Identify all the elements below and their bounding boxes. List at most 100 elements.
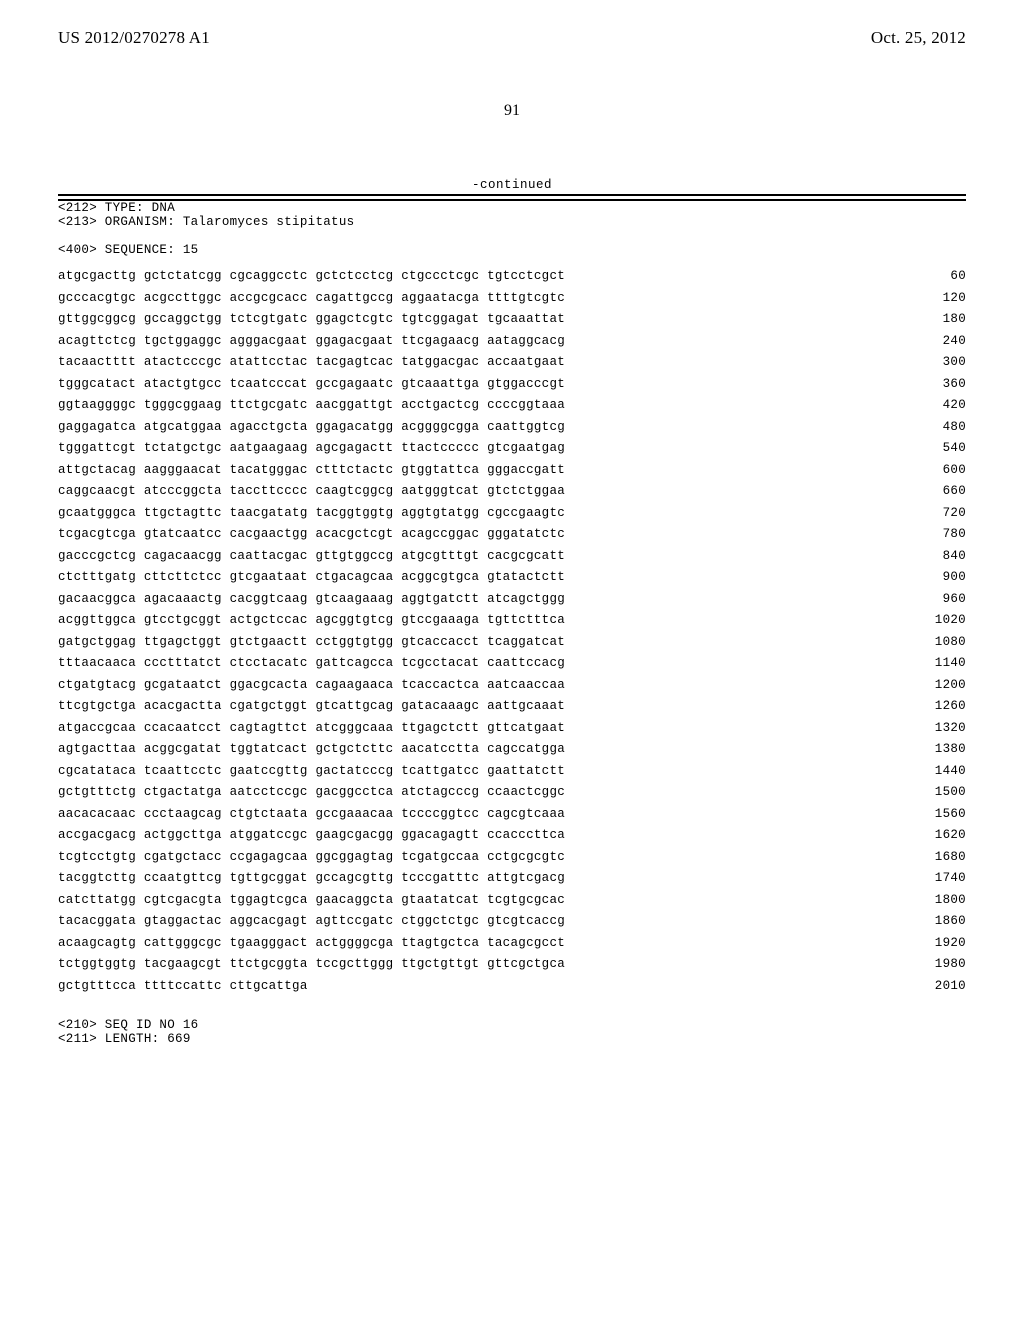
sequence-line: acaagcagtg cattgggcgc tgaagggact actgggg… — [58, 936, 966, 951]
sequence-position: 300 — [922, 355, 966, 370]
sequence-line: gacccgctcg cagacaacgg caattacgac gttgtgg… — [58, 549, 966, 564]
sequence-position: 1860 — [922, 914, 966, 929]
sequence-position: 1440 — [922, 764, 966, 779]
sequence-text: gctgtttctg ctgactatga aatcctccgc gacggcc… — [58, 785, 565, 800]
sequence-text: gacaacggca agacaaactg cacggtcaag gtcaaga… — [58, 592, 565, 607]
sequence-text: agtgacttaa acggcgatat tggtatcact gctgctc… — [58, 742, 565, 757]
sequence-text: ctgatgtacg gcgataatct ggacgcacta cagaaga… — [58, 678, 565, 693]
sequence-line: ttcgtgctga acacgactta cgatgctggt gtcattg… — [58, 699, 966, 714]
sequence-position: 360 — [922, 377, 966, 392]
sequence-text: tacggtcttg ccaatgttcg tgttgcggat gccagcg… — [58, 871, 565, 886]
sequence-line: atgcgacttg gctctatcgg cgcaggcctc gctctcc… — [58, 269, 966, 284]
sequence-text: accgacgacg actggcttga atggatccgc gaagcga… — [58, 828, 565, 843]
sequence-line: acggttggca gtcctgcggt actgctccac agcggtg… — [58, 613, 966, 628]
sequence-position: 1500 — [922, 785, 966, 800]
sequence-text: atgcgacttg gctctatcgg cgcaggcctc gctctcc… — [58, 269, 565, 284]
publication-number: US 2012/0270278 A1 — [58, 28, 210, 48]
sequence-position: 1560 — [922, 807, 966, 822]
sequence-position: 2010 — [922, 979, 966, 994]
sequence-line: cgcatataca tcaattcctc gaatccgttg gactatc… — [58, 764, 966, 779]
sequence-text: gctgtttcca ttttccattc cttgcattga — [58, 979, 308, 994]
sequence-position: 900 — [922, 570, 966, 585]
sequence-text: tacaactttt atactcccgc atattcctac tacgagt… — [58, 355, 565, 370]
sequence-position: 1020 — [922, 613, 966, 628]
sequence-text: acagttctcg tgctggaggc agggacgaat ggagacg… — [58, 334, 565, 349]
sequence-position: 1200 — [922, 678, 966, 693]
sequence-position: 540 — [922, 441, 966, 456]
sequence-position: 840 — [922, 549, 966, 564]
sequence-line: gaggagatca atgcatggaa agacctgcta ggagaca… — [58, 420, 966, 435]
sequence-line: accgacgacg actggcttga atggatccgc gaagcga… — [58, 828, 966, 843]
sequence-position: 1140 — [922, 656, 966, 671]
sequence-line: tacggtcttg ccaatgttcg tgttgcggat gccagcg… — [58, 871, 966, 886]
sequence-line: attgctacag aagggaacat tacatgggac ctttcta… — [58, 463, 966, 478]
sequence-position: 1980 — [922, 957, 966, 972]
page-header: US 2012/0270278 A1 Oct. 25, 2012 — [58, 28, 966, 48]
sequence-text: attgctacag aagggaacat tacatgggac ctttcta… — [58, 463, 565, 478]
sequence-text: gacccgctcg cagacaacgg caattacgac gttgtgg… — [58, 549, 565, 564]
sequence-line: ggtaaggggc tgggcggaag ttctgcgatc aacggat… — [58, 398, 966, 413]
sequence-position: 1800 — [922, 893, 966, 908]
sequence-text: gcccacgtgc acgccttggc accgcgcacc cagattg… — [58, 291, 565, 306]
sequence-position: 120 — [922, 291, 966, 306]
sequence-line: gcccacgtgc acgccttggc accgcgcacc cagattg… — [58, 291, 966, 306]
sequence-text: gatgctggag ttgagctggt gtctgaactt cctggtg… — [58, 635, 565, 650]
sequence-text: aacacacaac ccctaagcag ctgtctaata gccgaaa… — [58, 807, 565, 822]
sequence-position: 720 — [922, 506, 966, 521]
sequence-line: tacaactttt atactcccgc atattcctac tacgagt… — [58, 355, 966, 370]
sequence-text: atgaccgcaa ccacaatcct cagtagttct atcgggc… — [58, 721, 565, 736]
sequence-text: catcttatgg cgtcgacgta tggagtcgca gaacagg… — [58, 893, 565, 908]
sequence-position: 1260 — [922, 699, 966, 714]
sequence-line: caggcaacgt atcccggcta taccttcccc caagtcg… — [58, 484, 966, 499]
sequence-text: caggcaacgt atcccggcta taccttcccc caagtcg… — [58, 484, 565, 499]
sequence-position: 480 — [922, 420, 966, 435]
sequence-line: tcgtcctgtg cgatgctacc ccgagagcaa ggcggag… — [58, 850, 966, 865]
sequence-meta-bottom: <210> SEQ ID NO 16 <211> LENGTH: 669 — [58, 1018, 966, 1046]
sequence-meta-top: <212> TYPE: DNA <213> ORGANISM: Talaromy… — [58, 201, 966, 257]
sequence-position: 1320 — [922, 721, 966, 736]
sequence-position: 1620 — [922, 828, 966, 843]
sequence-line: tctggtggtg tacgaagcgt ttctgcggta tccgctt… — [58, 957, 966, 972]
sequence-text: gttggcggcg gccaggctgg tctcgtgatc ggagctc… — [58, 312, 565, 327]
sequence-position: 600 — [922, 463, 966, 478]
sequence-position: 1380 — [922, 742, 966, 757]
sequence-text: gcaatgggca ttgctagttc taacgatatg tacggtg… — [58, 506, 565, 521]
sequence-text: ttcgtgctga acacgactta cgatgctggt gtcattg… — [58, 699, 565, 714]
sequence-position: 1920 — [922, 936, 966, 951]
sequence-line: aacacacaac ccctaagcag ctgtctaata gccgaaa… — [58, 807, 966, 822]
sequence-text: tacacggata gtaggactac aggcacgagt agttccg… — [58, 914, 565, 929]
sequence-text: acggttggca gtcctgcggt actgctccac agcggtg… — [58, 613, 565, 628]
sequence-line: acagttctcg tgctggaggc agggacgaat ggagacg… — [58, 334, 966, 349]
sequence-line: tgggattcgt tctatgctgc aatgaagaag agcgaga… — [58, 441, 966, 456]
sequence-line: gacaacggca agacaaactg cacggtcaag gtcaaga… — [58, 592, 966, 607]
sequence-line: atgaccgcaa ccacaatcct cagtagttct atcgggc… — [58, 721, 966, 736]
sequence-line: gttggcggcg gccaggctgg tctcgtgatc ggagctc… — [58, 312, 966, 327]
sequence-line: gctgtttctg ctgactatga aatcctccgc gacggcc… — [58, 785, 966, 800]
sequence-position: 60 — [922, 269, 966, 284]
sequence-text: tcgacgtcga gtatcaatcc cacgaactgg acacgct… — [58, 527, 565, 542]
sequence-text: tgggcatact atactgtgcc tcaatcccat gccgaga… — [58, 377, 565, 392]
continued-label: -continued — [58, 178, 966, 192]
sequence-position: 780 — [922, 527, 966, 542]
sequence-position: 240 — [922, 334, 966, 349]
page-number: 91 — [58, 102, 966, 120]
sequence-text: tcgtcctgtg cgatgctacc ccgagagcaa ggcggag… — [58, 850, 565, 865]
sequence-text: tttaacaaca ccctttatct ctcctacatc gattcag… — [58, 656, 565, 671]
sequence-position: 1740 — [922, 871, 966, 886]
sequence-line: gctgtttcca ttttccattc cttgcattga 2010 — [58, 979, 966, 994]
sequence-line: ctgatgtacg gcgataatct ggacgcacta cagaaga… — [58, 678, 966, 693]
sequence-line: tcgacgtcga gtatcaatcc cacgaactgg acacgct… — [58, 527, 966, 542]
sequence-line: tttaacaaca ccctttatct ctcctacatc gattcag… — [58, 656, 966, 671]
sequence-line: agtgacttaa acggcgatat tggtatcact gctgctc… — [58, 742, 966, 757]
sequence-text: ggtaaggggc tgggcggaag ttctgcgatc aacggat… — [58, 398, 565, 413]
sequence-line: tacacggata gtaggactac aggcacgagt agttccg… — [58, 914, 966, 929]
sequence-line: tgggcatact atactgtgcc tcaatcccat gccgaga… — [58, 377, 966, 392]
page: US 2012/0270278 A1 Oct. 25, 2012 91 -con… — [0, 0, 1024, 1046]
sequence-line: catcttatgg cgtcgacgta tggagtcgca gaacagg… — [58, 893, 966, 908]
sequence-text: ctctttgatg cttcttctcc gtcgaataat ctgacag… — [58, 570, 565, 585]
sequence-text: tctggtggtg tacgaagcgt ttctgcggta tccgctt… — [58, 957, 565, 972]
sequence-line: gcaatgggca ttgctagttc taacgatatg tacggtg… — [58, 506, 966, 521]
sequence-listing: atgcgacttg gctctatcgg cgcaggcctc gctctcc… — [58, 269, 966, 1000]
sequence-position: 180 — [922, 312, 966, 327]
sequence-line: gatgctggag ttgagctggt gtctgaactt cctggtg… — [58, 635, 966, 650]
